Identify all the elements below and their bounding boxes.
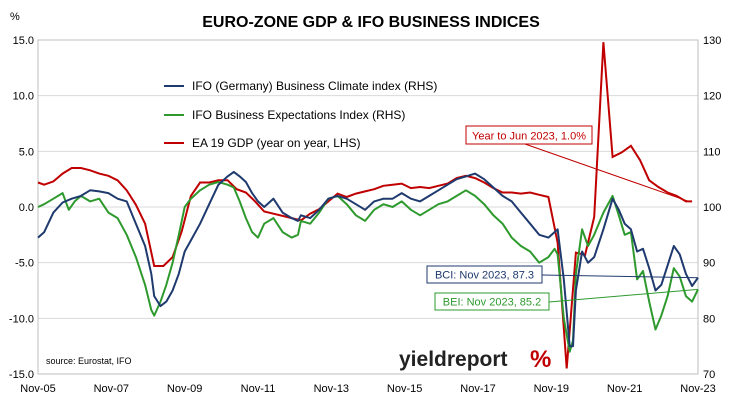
x-tick-label: Nov-19 (534, 383, 569, 395)
brand-percent-icon: % (530, 346, 551, 373)
annotation-box (465, 125, 593, 145)
x-tick-label: Nov-05 (20, 383, 55, 395)
annotation-label: Year to Jun 2023, 1.0% (472, 131, 586, 143)
right-tick-label: 80 (703, 313, 715, 325)
annotation-label: BEI: Nov 2023, 85.2 (443, 297, 541, 309)
right-tick-label: 110 (703, 146, 721, 158)
left-tick-label: -5.0 (15, 258, 34, 270)
x-tick-label: Nov-11 (241, 383, 276, 395)
left-axis-unit: % (10, 11, 20, 23)
legend-label: IFO (Germany) Business Climate index (RH… (192, 79, 437, 93)
left-tick-label: 5.0 (19, 146, 34, 158)
right-tick-label: 70 (703, 369, 715, 381)
series-line-ea19-gdp (37, 42, 693, 369)
x-tick-label: Nov-23 (680, 383, 715, 395)
chart-title: EURO-ZONE GDP & IFO BUSINESS INDICES (202, 14, 540, 31)
x-tick-label: Nov-13 (314, 383, 349, 395)
x-tick-label: Nov-17 (460, 383, 495, 395)
series-line-ifo-expectations (37, 181, 699, 353)
x-axis: Nov-05 Nov-07 Nov-09 Nov-11 Nov-13 Nov-15 Nov-… (20, 383, 715, 395)
left-tick-label: 15.0 (13, 35, 34, 47)
annotation-box (434, 292, 550, 311)
left-tick-label: -15.0 (9, 369, 34, 381)
legend: IFO (Germany) Business Climate index (RH… (164, 79, 437, 150)
source-note: source: Eurostat, IFO (46, 356, 132, 366)
legend-label: IFO Business Expectations Index (RHS) (192, 108, 405, 122)
x-tick-label: Nov-15 (387, 383, 422, 395)
annotation-box (426, 265, 543, 284)
x-tick-label: Nov-07 (94, 383, 129, 395)
x-tick-label: Nov-21 (607, 383, 642, 395)
right-tick-label: 90 (703, 258, 715, 270)
right-tick-label: 100 (703, 202, 721, 214)
right-axis: 130 120 110 100 90 80 70 (703, 35, 721, 381)
annotations: Year to Jun 2023, 1.0% BCI: Nov 2023, 87.… (426, 125, 699, 311)
x-tick-label: Nov-09 (167, 383, 202, 395)
brand-name: yieldreport (399, 348, 508, 371)
annotation-leader-line (548, 288, 699, 303)
right-tick-label: 130 (703, 35, 721, 47)
series-line-ifo-business-climate (37, 170, 699, 348)
left-axis: 15.0 10.0 5.0 0.0 -5.0 -10.0 -15.0 (9, 35, 34, 381)
legend-label: EA 19 GDP (year on year, LHS) (192, 136, 361, 150)
left-tick-label: 0.0 (19, 202, 34, 214)
brand-logo: yieldreport % (399, 346, 551, 373)
annotation-label: BCI: Nov 2023, 87.3 (435, 270, 534, 282)
annotation-leader-line (541, 274, 699, 279)
series-layer (37, 42, 699, 369)
annotation-leader-line (524, 143, 689, 202)
left-tick-label: 10.0 (13, 91, 34, 103)
right-tick-label: 120 (703, 91, 721, 103)
left-tick-label: -10.0 (9, 313, 34, 325)
